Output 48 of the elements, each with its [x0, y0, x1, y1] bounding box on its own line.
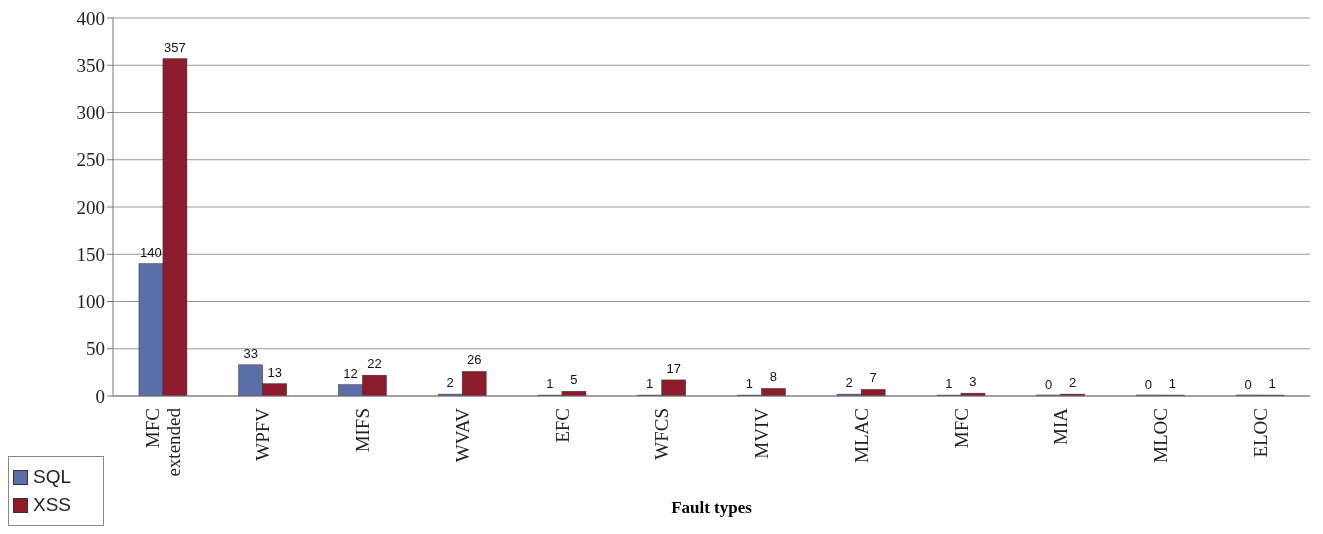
data-label: 0	[1244, 377, 1252, 392]
data-label: 2	[1069, 375, 1077, 391]
y-tick-label: 0	[95, 385, 105, 407]
data-label: 1	[945, 376, 953, 392]
data-label: 26	[466, 352, 482, 368]
data-label: 2	[446, 375, 454, 391]
y-tick-label: 200	[76, 196, 105, 218]
data-label: 33	[243, 345, 258, 361]
x-tick-label: MLOC	[1150, 408, 1172, 463]
data-label: 22	[367, 356, 382, 372]
data-label: 3	[969, 374, 977, 390]
x-tick-label: MVIV	[751, 407, 773, 459]
x-tick-label: WPFV	[252, 407, 274, 461]
data-label: 5	[570, 372, 578, 388]
data-label: 1	[1268, 376, 1276, 392]
data-label: 140	[140, 244, 162, 260]
x-tick-label: MFC	[950, 408, 972, 449]
x-tick-label: MIA	[1050, 407, 1072, 445]
data-label: 0	[1144, 377, 1153, 392]
x-tick-label: MFC extended	[142, 407, 184, 477]
x-tick-label: WVAV	[451, 407, 473, 463]
data-label: 0	[1045, 377, 1053, 392]
y-tick-label: 400	[76, 7, 105, 29]
y-tick-label: 300	[76, 102, 105, 124]
y-tick-label: 50	[86, 338, 105, 360]
data-label: 7	[869, 370, 877, 386]
data-label: 17	[666, 360, 681, 376]
data-label: 2	[845, 375, 853, 391]
data-label: 1	[546, 376, 554, 392]
y-tick-label: 150	[76, 243, 105, 265]
data-label: 12	[343, 365, 358, 381]
y-tick-label: 250	[76, 149, 105, 171]
x-tick-label: MIFS	[352, 408, 374, 453]
legend-label: XSS	[33, 493, 72, 517]
data-label: 1	[646, 376, 654, 392]
data-label: 1	[1168, 376, 1177, 392]
x-tick-label: EFC	[551, 408, 573, 443]
y-tick-label: 100	[76, 291, 105, 313]
data-label: 357	[164, 39, 186, 55]
x-axis-title: Fault types	[670, 498, 753, 518]
x-tick-label: ELOC	[1249, 408, 1271, 458]
y-tick-label: 350	[76, 54, 105, 76]
data-label: 8	[769, 369, 778, 385]
x-tick-label: MLAC	[850, 408, 872, 463]
x-tick-label: WFCS	[651, 408, 673, 460]
legend-label: SQL	[33, 465, 72, 489]
data-label: 13	[267, 364, 282, 380]
data-label: 1	[745, 376, 754, 392]
